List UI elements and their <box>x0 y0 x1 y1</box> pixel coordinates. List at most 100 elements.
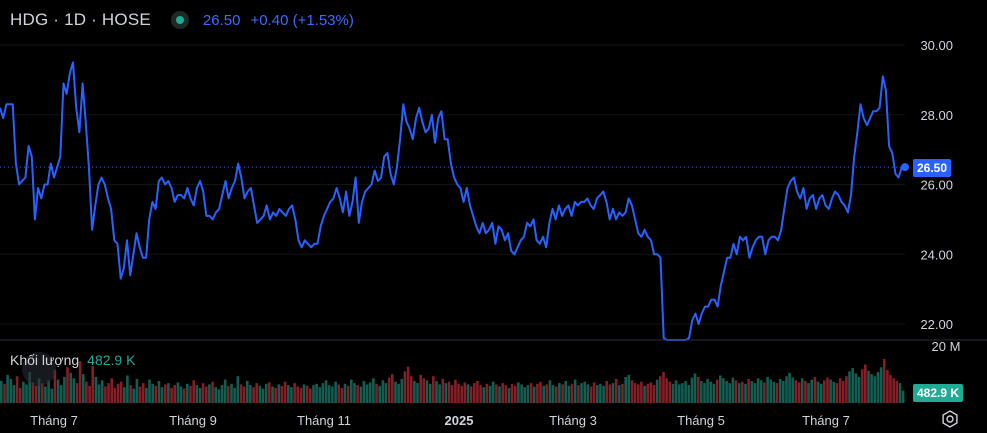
volume-bar <box>728 383 731 403</box>
volume-bar <box>753 383 757 403</box>
price-axis-tick-label: 22.00 <box>920 317 953 332</box>
volume-bar <box>375 383 378 404</box>
volume-bar <box>438 384 441 403</box>
volume-bar <box>532 386 536 403</box>
volume-bar <box>841 381 845 403</box>
volume-bar <box>504 385 508 403</box>
volume-bar <box>800 378 804 404</box>
price-axis-tick-label: 26.00 <box>920 178 953 193</box>
volume-bar <box>782 381 785 403</box>
volume-bar <box>542 385 545 403</box>
volume-bar <box>116 383 120 404</box>
volume-bar <box>362 381 366 403</box>
volume-bar <box>498 386 501 403</box>
volume-bar <box>365 384 369 403</box>
volume-bar <box>268 382 271 403</box>
volume-bar <box>447 381 451 403</box>
time-axis: Tháng 7 Tháng 9 Tháng 11 2025 Tháng 3 Tháng 5… <box>30 413 850 428</box>
volume-bar <box>539 381 542 403</box>
volume-bar <box>709 381 713 403</box>
volume-legend-label: Khối lượng <box>10 352 80 368</box>
volume-bar <box>246 381 249 403</box>
volume-bar <box>573 379 577 403</box>
volume-bar <box>394 381 397 403</box>
volume-bar <box>249 385 252 403</box>
volume-bar <box>107 383 110 403</box>
volume-bar <box>700 381 703 403</box>
volume-bar <box>274 387 277 403</box>
volume-bar <box>712 383 716 404</box>
volume-bar <box>318 387 322 403</box>
volume-bar <box>129 385 132 403</box>
volume-bar <box>832 381 836 403</box>
volume-bar <box>195 385 199 403</box>
volume-bar <box>164 384 167 403</box>
volume-bar <box>422 378 426 404</box>
volume-bar <box>734 380 738 403</box>
volume-bar <box>258 385 262 403</box>
volume-bar <box>425 380 429 403</box>
settings-gear-icon[interactable] <box>941 410 959 428</box>
symbol-title: HDG · 1D · HOSE <box>10 10 151 29</box>
volume-bar <box>353 383 356 403</box>
volume-bar <box>785 376 788 403</box>
volume-bar <box>567 385 571 403</box>
volume-bar <box>264 383 268 404</box>
volume-bar <box>835 383 839 403</box>
volume-bar <box>491 381 495 403</box>
volume-bar <box>34 385 38 403</box>
volume-bar <box>463 382 467 403</box>
time-axis-tick-label: Tháng 5 <box>677 413 725 428</box>
volume-bar <box>766 376 769 403</box>
volume-bar <box>659 376 662 403</box>
volume-bar <box>359 386 363 403</box>
volume-bar <box>406 366 410 403</box>
volume-bar <box>381 380 385 403</box>
volume-bar <box>510 383 514 404</box>
last-price-dot <box>901 163 909 172</box>
volume-bar <box>886 370 889 403</box>
volume-bar <box>614 378 618 403</box>
last-price: 26.50 <box>202 11 241 29</box>
volume-bar <box>854 373 858 403</box>
volume-bar <box>797 382 801 403</box>
volume-bar <box>690 377 694 403</box>
volume-bar <box>561 384 564 403</box>
volume-bar <box>167 383 170 403</box>
volume-bar <box>873 376 877 403</box>
volume-bar <box>47 380 50 403</box>
volume-bar <box>520 384 523 403</box>
volume-bar <box>741 381 744 403</box>
volume-bar <box>819 383 823 404</box>
volume-bar <box>621 383 624 404</box>
volume-bar <box>826 377 829 403</box>
volume-bar <box>662 372 665 403</box>
volume-bar <box>772 381 776 403</box>
volume-bar <box>864 364 867 403</box>
volume-bar <box>56 379 60 403</box>
volume-bar <box>517 382 520 403</box>
volume-bar <box>44 386 47 403</box>
volume-bar <box>482 387 486 403</box>
volume-bar <box>280 385 284 403</box>
volume-bar <box>719 375 722 403</box>
volume-bar <box>848 371 851 403</box>
volume-bar <box>693 373 697 403</box>
volume-bar <box>173 385 176 403</box>
volume-bar <box>242 386 246 403</box>
volume-bar <box>889 374 892 403</box>
volume-bar <box>53 370 57 403</box>
volume-bar <box>804 381 807 403</box>
volume-bar <box>564 381 567 403</box>
volume-bar <box>176 382 180 403</box>
volume-bar <box>435 381 438 403</box>
volume-bar <box>85 381 88 403</box>
volume-bar <box>529 383 533 403</box>
volume-bar <box>583 381 586 403</box>
volume-bar <box>378 385 381 403</box>
volume-bar <box>545 384 549 403</box>
volume-bar <box>66 367 69 404</box>
price-tag: 26.50 <box>913 159 952 177</box>
volume-bar <box>148 379 151 403</box>
